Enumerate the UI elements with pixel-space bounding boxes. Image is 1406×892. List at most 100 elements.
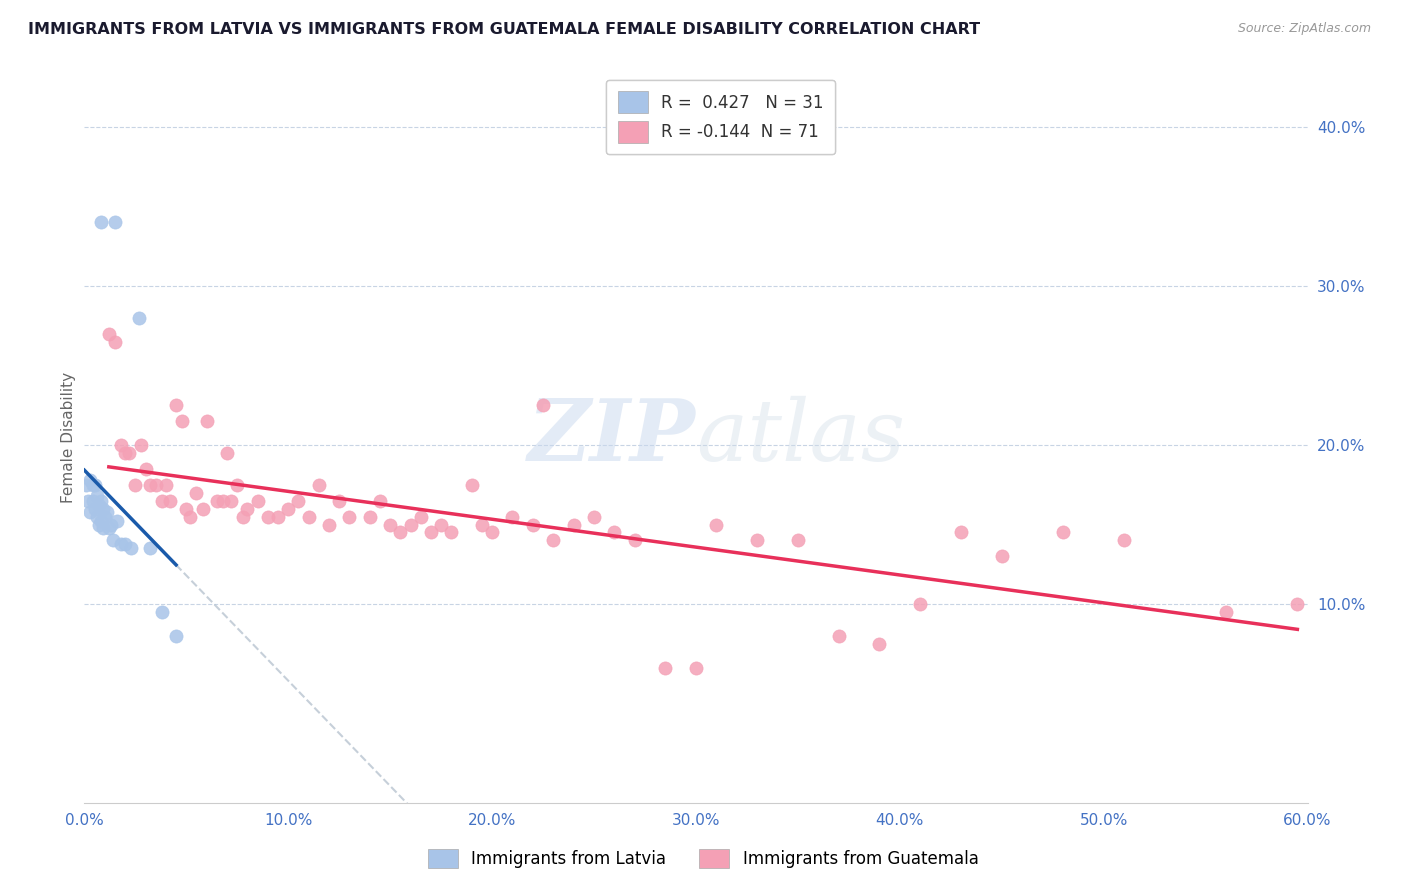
- Point: [172, 414, 194, 428]
- Point: [328, 493, 350, 508]
- Point: [950, 525, 973, 540]
- Point: [91, 501, 114, 516]
- Point: [318, 517, 340, 532]
- Point: [77, 493, 100, 508]
- Point: [86, 509, 108, 524]
- Point: [195, 414, 218, 428]
- Point: [110, 438, 132, 452]
- Point: [165, 629, 187, 643]
- Point: [522, 517, 544, 532]
- Point: [120, 541, 142, 556]
- Point: [869, 637, 891, 651]
- Point: [368, 493, 391, 508]
- Point: [685, 660, 707, 674]
- Point: [150, 605, 173, 619]
- Point: [481, 525, 503, 540]
- Point: [97, 521, 120, 535]
- Point: [138, 541, 160, 556]
- Point: [246, 493, 269, 508]
- Point: [287, 493, 309, 508]
- Point: [114, 536, 136, 550]
- Point: [186, 485, 208, 500]
- Point: [90, 493, 112, 508]
- Point: [82, 493, 104, 508]
- Point: [543, 533, 565, 548]
- Text: atlas: atlas: [696, 396, 905, 478]
- Point: [131, 438, 153, 452]
- Point: [624, 533, 647, 548]
- Point: [82, 477, 104, 491]
- Point: [191, 501, 214, 516]
- Point: [420, 525, 443, 540]
- Point: [87, 517, 110, 532]
- Point: [128, 310, 150, 325]
- Point: [430, 517, 453, 532]
- Point: [399, 517, 422, 532]
- Point: [79, 473, 101, 487]
- Point: [461, 477, 484, 491]
- Point: [124, 477, 146, 491]
- Point: [308, 477, 330, 491]
- Point: [86, 489, 108, 503]
- Point: [75, 477, 97, 491]
- Point: [118, 446, 141, 460]
- Point: [83, 501, 105, 516]
- Point: [150, 493, 173, 508]
- Text: ZIP: ZIP: [529, 395, 696, 479]
- Point: [145, 477, 167, 491]
- Point: [179, 509, 201, 524]
- Point: [1052, 525, 1074, 540]
- Point: [138, 477, 160, 491]
- Point: [562, 517, 585, 532]
- Y-axis label: Female Disability: Female Disability: [60, 371, 76, 503]
- Point: [298, 509, 321, 524]
- Point: [110, 536, 132, 550]
- Point: [101, 533, 124, 548]
- Point: [389, 525, 412, 540]
- Point: [603, 525, 626, 540]
- Point: [159, 493, 181, 508]
- Point: [219, 493, 242, 508]
- Point: [910, 597, 932, 611]
- Point: [1114, 533, 1136, 548]
- Point: [165, 398, 187, 412]
- Point: [747, 533, 769, 548]
- Point: [104, 334, 127, 349]
- Point: [212, 493, 235, 508]
- Point: [114, 446, 136, 460]
- Point: [267, 509, 290, 524]
- Point: [654, 660, 676, 674]
- Point: [174, 501, 197, 516]
- Point: [257, 509, 280, 524]
- Point: [991, 549, 1014, 564]
- Point: [217, 446, 239, 460]
- Point: [440, 525, 463, 540]
- Text: Source: ZipAtlas.com: Source: ZipAtlas.com: [1237, 22, 1371, 36]
- Legend: R =  0.427   N = 31, R = -0.144  N = 71: R = 0.427 N = 31, R = -0.144 N = 71: [606, 79, 835, 154]
- Text: IMMIGRANTS FROM LATVIA VS IMMIGRANTS FROM GUATEMALA FEMALE DISABILITY CORRELATIO: IMMIGRANTS FROM LATVIA VS IMMIGRANTS FRO…: [28, 22, 980, 37]
- Point: [135, 462, 157, 476]
- Point: [104, 215, 127, 229]
- Point: [93, 509, 115, 524]
- Point: [380, 517, 402, 532]
- Legend: Immigrants from Latvia, Immigrants from Guatemala: Immigrants from Latvia, Immigrants from …: [420, 842, 986, 875]
- Point: [583, 509, 606, 524]
- Point: [471, 517, 494, 532]
- Point: [96, 505, 118, 519]
- Point: [787, 533, 810, 548]
- Point: [359, 509, 381, 524]
- Point: [91, 521, 114, 535]
- Point: [1286, 597, 1309, 611]
- Point: [97, 326, 120, 341]
- Point: [409, 509, 432, 524]
- Point: [100, 517, 122, 532]
- Point: [90, 514, 112, 528]
- Point: [1215, 605, 1237, 619]
- Point: [87, 499, 110, 513]
- Point: [277, 501, 299, 516]
- Point: [706, 517, 728, 532]
- Point: [339, 509, 361, 524]
- Point: [79, 505, 101, 519]
- Point: [502, 509, 524, 524]
- Point: [90, 215, 112, 229]
